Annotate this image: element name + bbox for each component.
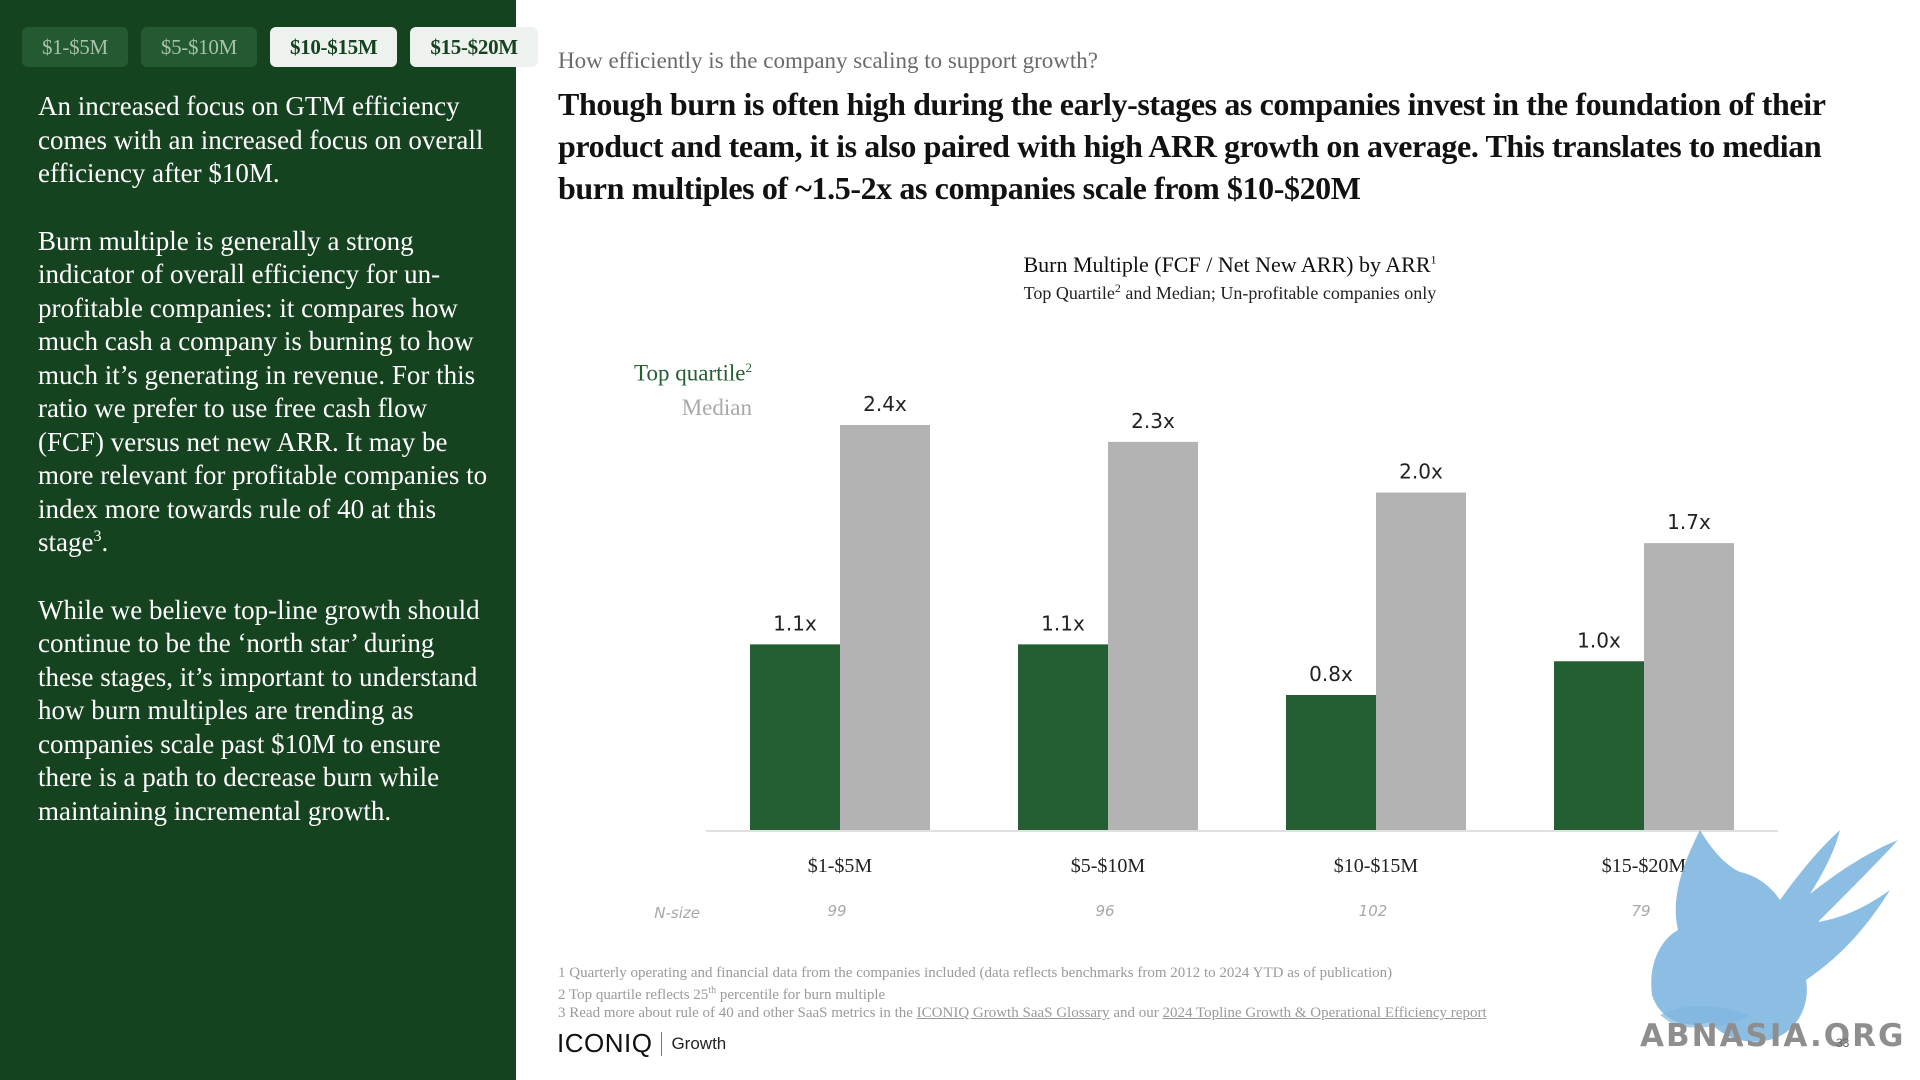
bar-median-4 <box>1644 543 1734 830</box>
nsize-label: N-size <box>654 904 700 922</box>
commentary-paragraph-3: While we believe top-line growth should … <box>38 594 480 826</box>
bar-top-quartile-4 <box>1554 661 1644 830</box>
bar-median-2 <box>1108 441 1198 830</box>
commentary-paragraph-2: Burn multiple is generally a strong indi… <box>38 225 488 558</box>
nsize-value-2: 96 <box>1095 902 1114 920</box>
bar-label-top-quartile-4: 1.0x <box>1577 628 1621 652</box>
chart-title: Burn Multiple (FCF / Net New ARR) by ARR… <box>1023 252 1437 277</box>
footnotes: 1 Quarterly operating and financial data… <box>558 964 1658 1022</box>
range-tab-2[interactable]: $5-$10M <box>140 27 257 67</box>
footnote-1: 1 Quarterly operating and financial data… <box>558 965 1393 981</box>
left-panel: $1-$5M $5-$10M $10-$15M $15-$20M An increas… <box>0 0 538 1080</box>
bar-label-median-4: 1.7x <box>1667 510 1711 534</box>
bar-label-top-quartile-3: 0.8x <box>1309 662 1353 686</box>
arr-range-tabs: $1-$5M $5-$10M $10-$15M $15-$20M <box>22 27 538 67</box>
bar-top-quartile-1 <box>750 644 840 830</box>
bar-label-top-quartile-1: 1.1x <box>773 611 817 635</box>
legend-top-quartile: Top quartile2 <box>634 360 752 386</box>
logo-divider <box>661 1031 663 1056</box>
chart-subtitle: Top Quartile2 and Median; Un-profitable … <box>1023 281 1437 303</box>
bar-label-median-2: 2.3x <box>1131 409 1175 433</box>
section-kicker: How efficiently is the company scaling t… <box>558 48 1098 73</box>
nsize-value-1: 99 <box>827 902 846 920</box>
footnote-3: 3 Read more about rule of 40 and other S… <box>558 1005 1487 1021</box>
bar-label-top-quartile-2: 1.1x <box>1041 611 1085 635</box>
nsize-value-4: 79 <box>1631 902 1650 920</box>
logo-subtitle: Growth <box>671 1033 727 1053</box>
left-commentary: An increased focus on GTM efficiency com… <box>38 90 488 862</box>
bar-median-1 <box>840 425 930 830</box>
saas-glossary-link[interactable]: ICONIQ Growth SaaS Glossary <box>916 1005 1110 1021</box>
nsize-value-3: 102 <box>1359 902 1388 920</box>
range-tab-3[interactable]: $10-$15M <box>269 27 398 67</box>
page-number: 33 <box>1836 1036 1850 1050</box>
watermark-text: ABNASIA.ORG <box>1640 1018 1906 1054</box>
iconiq-logo: ICONIQ Growth <box>557 1028 726 1059</box>
griffin-watermark-icon <box>1651 830 1898 1042</box>
category-label-2: $5-$10M <box>1071 855 1146 877</box>
range-tab-4[interactable]: $15-$20M <box>410 27 538 67</box>
category-label-1: $1-$5M <box>808 855 873 877</box>
bar-label-median-1: 2.4x <box>863 392 907 416</box>
bar-label-median-3: 2.0x <box>1399 460 1443 484</box>
footnote-2: 2 Top quartile reflects 25th percentile … <box>558 985 886 1003</box>
bar-median-3 <box>1376 492 1466 830</box>
logo-wordmark: ICONIQ <box>557 1028 653 1058</box>
page-headline: Though burn is often high during the ear… <box>558 86 1825 206</box>
category-label-4: $15-$20M <box>1602 855 1687 877</box>
commentary-paragraph-1: An increased focus on GTM efficiency com… <box>38 91 484 188</box>
bar-top-quartile-3 <box>1286 695 1376 830</box>
range-tab-1[interactable]: $1-$5M <box>22 27 128 67</box>
bar-top-quartile-2 <box>1018 644 1108 830</box>
category-label-3: $10-$15M <box>1334 855 1419 877</box>
efficiency-report-link[interactable]: 2024 Topline Growth & Operational Effici… <box>1162 1005 1487 1021</box>
legend-median: Median <box>681 394 752 420</box>
chart-legend: Top quartile2 Median <box>580 360 752 421</box>
